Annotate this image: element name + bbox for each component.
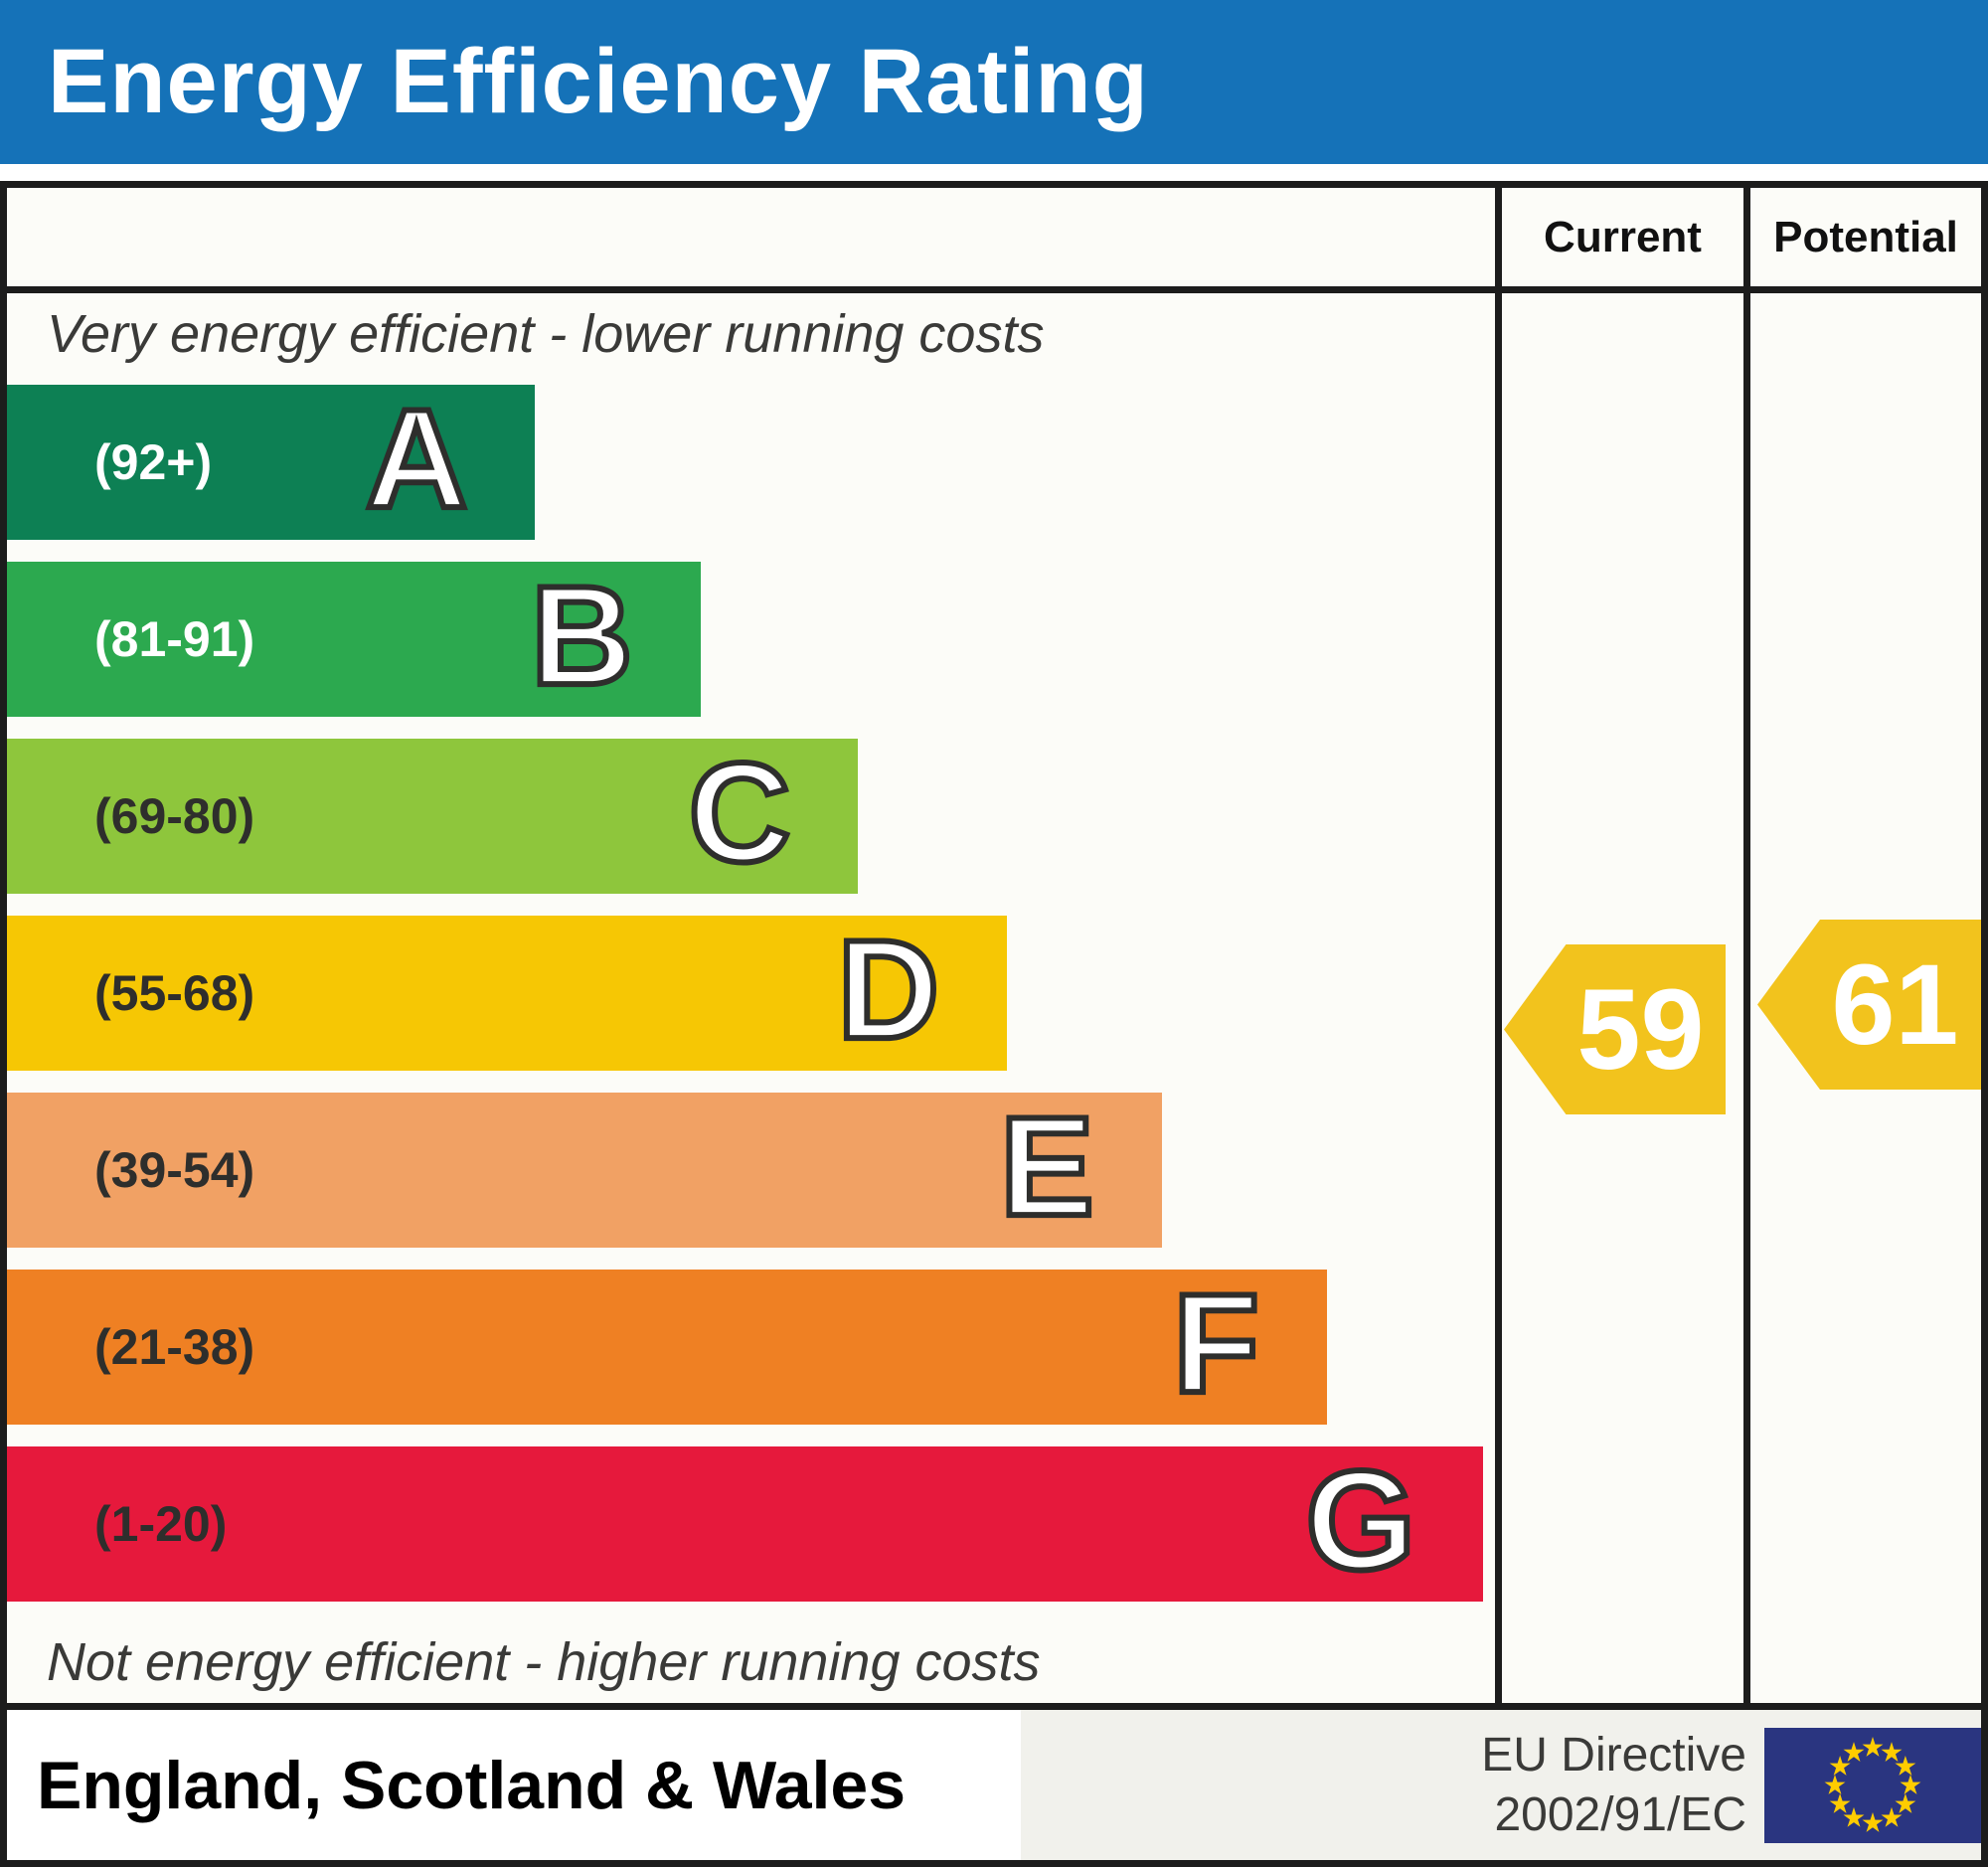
rating-table: Current Potential Very energy efficient … [0,181,1988,1710]
eu-directive-label: EU Directive 2002/91/EC [1481,1726,1746,1845]
band-letter: A [363,380,471,539]
potential-value-cell: 61 [1743,293,1981,1703]
footer-bar: England, Scotland & Wales EU Directive 2… [0,1710,1988,1867]
header-banner: Energy Efficiency Rating [0,0,1988,164]
band-row-c: (69-80) C [7,734,859,894]
potential-rating-marker: 61 [1757,920,1981,1090]
band-letter: G [1303,1442,1418,1601]
band-list: (92+) A (81-91) B (69-80) C (55-68) D (3… [7,293,1495,1602]
band-range: (21-38) [94,1319,255,1375]
eu-flag-icon [1764,1727,1981,1843]
band-row-f: (21-38) F [7,1270,1327,1425]
eu-directive-line1: EU Directive [1481,1728,1746,1782]
band-range: (69-80) [94,788,255,844]
eu-directive-line2: 2002/91/EC [1494,1787,1746,1841]
bands-area: Very energy efficient - lower running co… [7,293,1495,1703]
band-letter: E [997,1088,1097,1247]
band-range: (92+) [94,434,213,490]
band-range: (39-54) [94,1142,255,1198]
band-row-a: (92+) A [7,380,536,540]
band-row-g: (1-20) G [7,1442,1484,1602]
current-rating-value: 59 [1576,965,1705,1094]
chart-column-header [7,188,1495,286]
band-row-e: (39-54) E [7,1093,1162,1248]
band-range: (1-20) [94,1496,228,1552]
current-column-header: Current [1495,188,1743,286]
band-letter: C [686,734,794,893]
bottom-note: Not energy efficient - higher running co… [47,1632,1041,1692]
current-value-cell: 59 [1495,293,1743,1703]
potential-column-header: Potential [1743,188,1981,286]
band-letter: B [528,557,636,716]
current-column-label: Current [1544,212,1702,261]
band-row-b: (81-91) B [7,562,701,717]
current-rating-marker: 59 [1504,944,1726,1114]
table-header-row: Current Potential [7,188,1981,293]
band-letter: F [1170,1265,1262,1424]
footer-white-panel [7,1710,1021,1860]
band-letter: D [834,911,942,1070]
potential-column-label: Potential [1773,212,1958,261]
band-row-d: (55-68) D [7,916,1007,1071]
top-note: Very energy efficient - lower running co… [47,304,1045,364]
table-body-row: Very energy efficient - lower running co… [7,293,1981,1703]
band-range: (81-91) [94,611,255,667]
potential-rating-value: 61 [1831,940,1959,1069]
band-range: (55-68) [94,965,255,1021]
region-label: England, Scotland & Wales [37,1747,907,1823]
page-title: Energy Efficiency Rating [48,31,1149,132]
